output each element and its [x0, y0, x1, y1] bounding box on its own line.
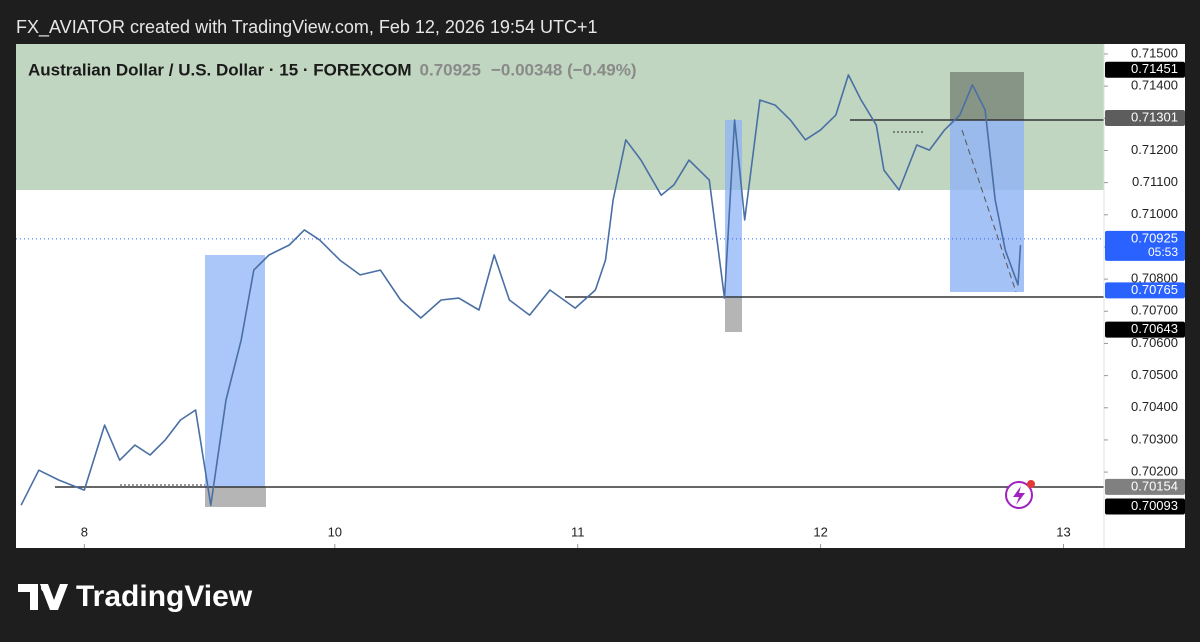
price-marker-label: 0.70925	[1131, 230, 1178, 245]
chart-title: Australian Dollar / U.S. Dollar · 15 · F…	[28, 60, 412, 79]
y-tick-label: 0.70200	[1131, 464, 1178, 479]
price-marker	[1105, 321, 1185, 338]
y-tick-label: 0.71200	[1131, 142, 1178, 157]
y-tick-label: 0.71500	[1131, 45, 1178, 60]
position-box	[725, 120, 742, 298]
price-change: −0.00348 (−0.49%)	[491, 60, 637, 79]
logo	[18, 584, 68, 610]
position-box	[725, 298, 742, 332]
logo-mark	[18, 584, 68, 610]
price-marker	[1105, 61, 1185, 78]
zone	[16, 44, 1104, 190]
countdown: 05:53	[1148, 245, 1178, 259]
credit: FX_AVIATOR created with TradingView.com,…	[16, 17, 597, 38]
price-marker-label: 0.70643	[1131, 321, 1178, 336]
position-box	[205, 255, 265, 487]
y-tick-label: 0.71000	[1131, 206, 1178, 221]
y-tick-label: 0.70600	[1131, 335, 1178, 350]
x-tick-label: 8	[81, 524, 88, 539]
alert-dot	[1027, 480, 1035, 488]
logo-text: TradingView	[76, 580, 253, 613]
y-tick-label: 0.70300	[1131, 431, 1178, 446]
y-tick-label: 0.70400	[1131, 399, 1178, 414]
position-box	[950, 72, 1024, 120]
price-marker	[1105, 109, 1185, 126]
price-marker-label: 0.70765	[1131, 282, 1178, 297]
x-tick-label: 12	[813, 524, 827, 539]
last-price: 0.70925	[420, 60, 481, 79]
price-line	[20, 74, 1022, 506]
logo-mark	[41, 584, 49, 592]
alert-icon-bolt	[1013, 486, 1025, 505]
position-box	[205, 487, 266, 507]
y-tick-label: 0.70500	[1131, 367, 1178, 382]
price-marker	[1105, 498, 1185, 515]
y-tick-label: 0.71100	[1132, 174, 1178, 189]
price-marker-label: 0.70154	[1131, 478, 1178, 493]
projection-arrow	[961, 129, 1017, 293]
price-marker-label: 0.71301	[1131, 109, 1178, 124]
price-marker	[1105, 478, 1185, 495]
x-tick-label: 13	[1056, 524, 1070, 539]
price-marker	[1105, 230, 1185, 261]
y-tick-label: 0.70800	[1131, 271, 1178, 286]
y-tick-label: 0.71400	[1131, 78, 1178, 93]
price-marker-label: 0.71451	[1131, 61, 1178, 76]
x-tick-label: 11	[571, 524, 585, 539]
price-marker	[1105, 282, 1185, 299]
plot: 0.715000.714000.713000.712000.711000.710…	[16, 45, 1185, 548]
x-tick-label: 10	[328, 524, 342, 539]
y-tick-label: 0.70700	[1131, 303, 1178, 318]
price-marker-label: 0.70093	[1131, 498, 1178, 513]
